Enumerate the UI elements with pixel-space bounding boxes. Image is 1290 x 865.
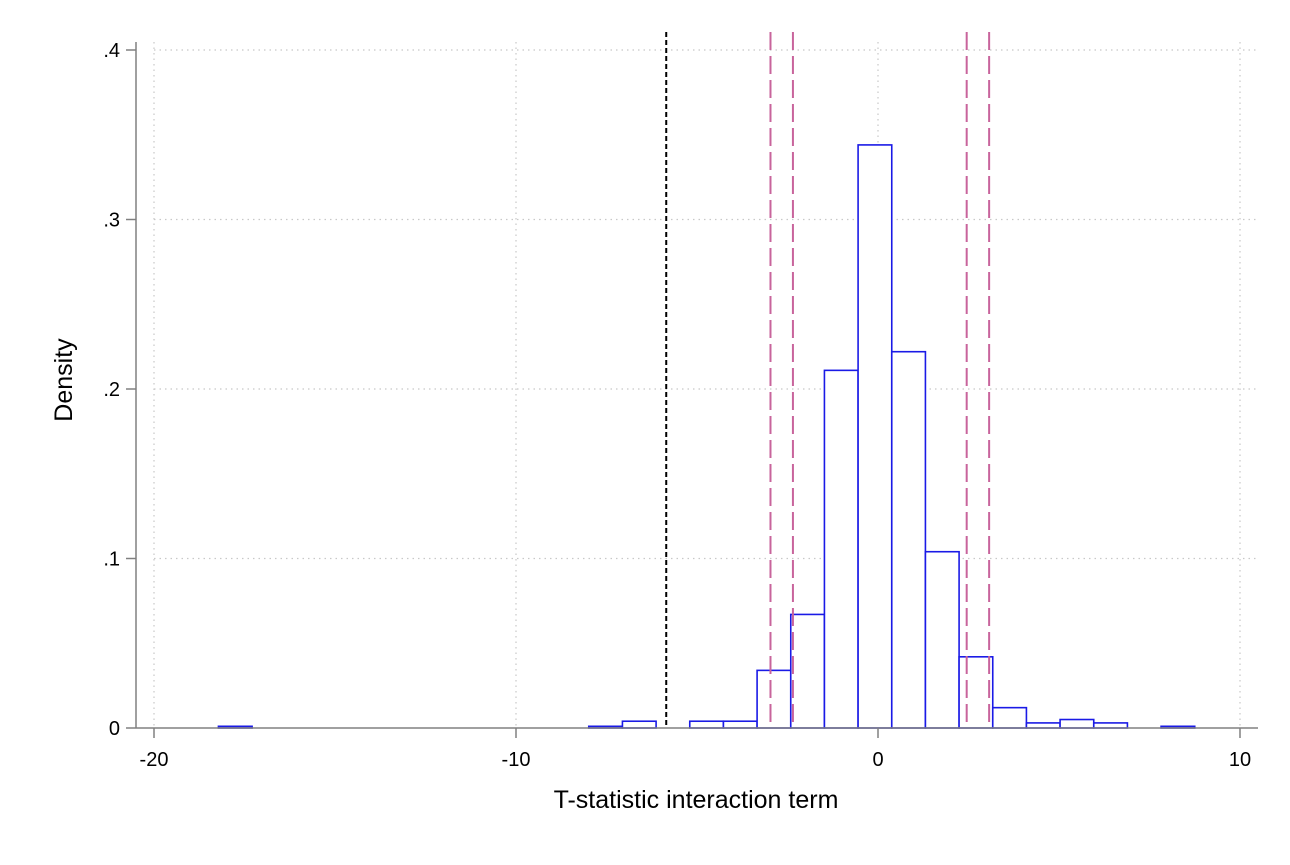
x-tick-label-0: -20	[140, 749, 169, 771]
y-tick-label-4: .4	[103, 40, 120, 62]
histogram-bar-2	[621, 720, 657, 729]
y-tick-label-1: .1	[103, 549, 120, 571]
histogram-bar-6	[789, 613, 826, 729]
histogram-bars	[217, 144, 1196, 729]
x-tick-label-3: 10	[1229, 749, 1251, 771]
histogram-bar-3	[688, 720, 725, 729]
histogram-bar-8	[857, 144, 893, 729]
y-tick-label-3: .3	[103, 210, 120, 232]
histogram-bar-7	[823, 369, 859, 729]
reference-lines	[665, 32, 991, 728]
histogram-bar-12	[991, 706, 1028, 729]
y-axis-title: Density	[50, 338, 78, 422]
histogram-bar-15	[1092, 722, 1129, 729]
x-tick-label-2: 0	[872, 749, 883, 771]
histogram-bar-13	[1025, 722, 1061, 729]
x-axis-title: T-statistic interaction term	[554, 786, 839, 814]
histogram-bar-9	[890, 350, 927, 729]
histogram-bar-10	[924, 550, 960, 729]
histogram-bar-5	[756, 669, 792, 729]
axes: 0 .1 .2 .3 .4 -20 -10 0 10	[103, 40, 1258, 771]
gridlines	[153, 42, 1258, 728]
histogram-bar-4	[722, 720, 758, 729]
x-tick-label-1: -10	[502, 749, 531, 771]
histogram-bar-11	[958, 656, 994, 729]
histogram-bar-14	[1059, 718, 1095, 729]
y-tick-label-0: 0	[109, 718, 120, 740]
y-tick-label-2: .2	[103, 379, 120, 401]
